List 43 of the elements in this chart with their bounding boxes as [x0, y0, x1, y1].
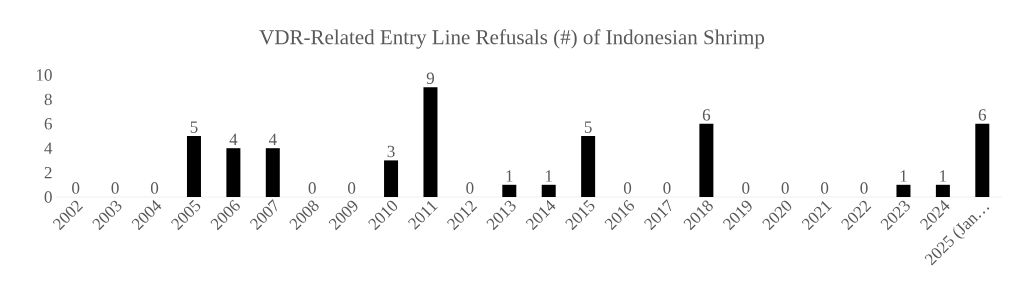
data-label: 0	[466, 182, 474, 194]
data-label: 1	[506, 170, 513, 182]
bar	[423, 87, 438, 197]
data-label: 9	[426, 72, 435, 85]
data-label: 0	[111, 182, 119, 194]
bar	[384, 160, 399, 197]
data-label: 1	[940, 170, 947, 182]
y-tick-label: 0	[44, 191, 52, 203]
bar	[226, 148, 241, 197]
data-label: 0	[781, 182, 789, 194]
bar	[541, 184, 556, 197]
data-label: 0	[308, 182, 316, 194]
y-tick-label: 8	[44, 93, 52, 106]
data-label: 6	[978, 109, 987, 121]
data-label: 0	[663, 182, 671, 194]
data-label: 4	[229, 133, 238, 145]
data-label: 6	[702, 109, 711, 121]
bar	[186, 136, 201, 197]
y-tick-label: 6	[44, 118, 52, 130]
data-label: 4	[268, 133, 277, 145]
data-label: 1	[900, 170, 907, 182]
data-label: 5	[190, 121, 198, 133]
y-tick-label: 2	[44, 166, 52, 179]
data-label: 0	[623, 182, 632, 194]
data-label: 1	[545, 170, 552, 182]
data-label: 0	[150, 182, 159, 194]
y-tick-label: 10	[36, 69, 52, 81]
chart-title: VDR-Related Entry Line Refusals (#) of Indonesian Shrimp	[259, 29, 765, 49]
bar	[581, 136, 596, 197]
data-label: 0	[860, 182, 868, 194]
data-label: 0	[821, 182, 829, 194]
data-label: 3	[387, 145, 395, 158]
bar	[265, 148, 280, 197]
bar	[935, 184, 950, 197]
data-label: 0	[72, 182, 80, 194]
bar	[896, 184, 911, 197]
bar	[699, 123, 714, 197]
bar	[975, 123, 990, 197]
data-label: 0	[348, 182, 356, 194]
data-label: 0	[742, 182, 750, 194]
y-tick-label: 4	[44, 142, 53, 154]
data-label: 5	[584, 121, 592, 133]
bar	[502, 184, 517, 197]
